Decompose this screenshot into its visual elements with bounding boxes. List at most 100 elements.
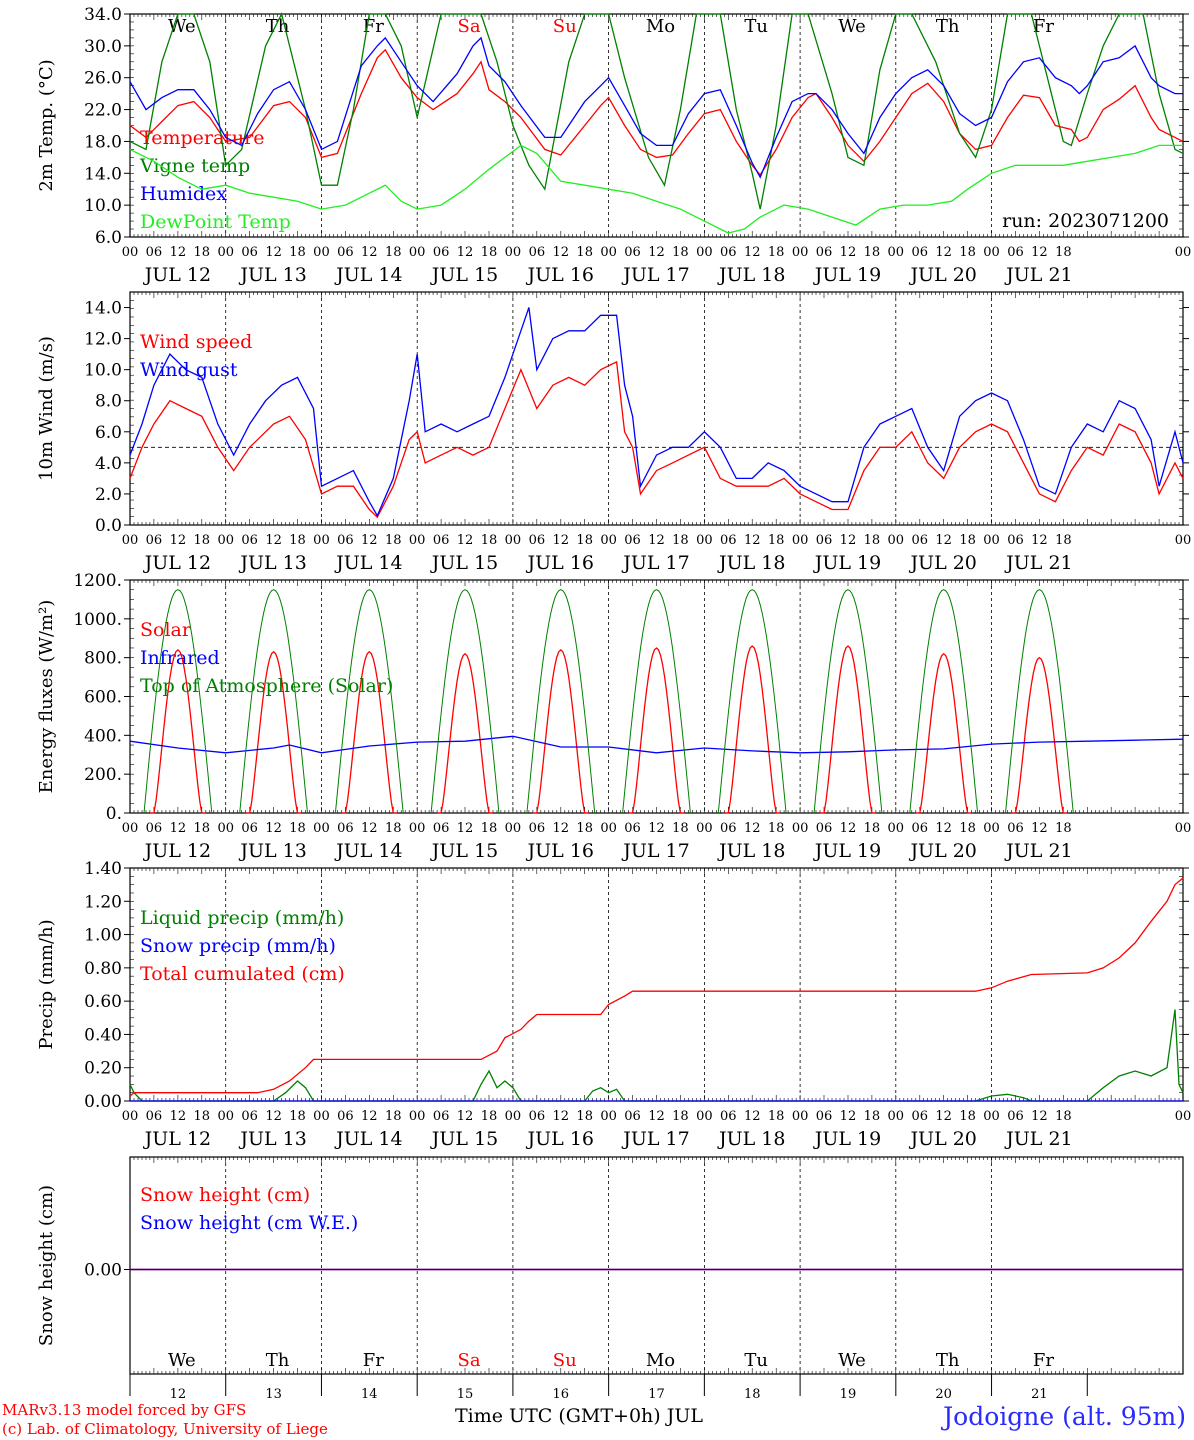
date-label: JUL 13 (238, 552, 306, 574)
date-label: JUL 17 (621, 264, 689, 286)
weekday-label: Fr (363, 1350, 384, 1371)
hour-label: 18 (576, 1109, 593, 1124)
hour-label: 06 (433, 245, 450, 260)
day-number-label: 16 (552, 1387, 569, 1402)
day-number-label: 13 (265, 1387, 282, 1402)
credit-line-1: MARv3.13 model forced by GFS (2, 1401, 247, 1419)
hour-label: 18 (194, 821, 211, 836)
plot-frame (129, 13, 1184, 238)
weekday-label: Sa (458, 16, 481, 37)
hour-label: 18 (672, 245, 689, 260)
y-tick-label: 18.0 (84, 132, 122, 152)
weekday-label: We (168, 16, 196, 37)
weekday-label: We (838, 16, 866, 37)
hour-label: 00 (217, 821, 234, 836)
hour-label: 18 (768, 1109, 785, 1124)
hour-label: 06 (624, 1109, 641, 1124)
hour-label: 18 (481, 1109, 498, 1124)
series-infrared (129, 735, 1184, 754)
series-humidex (129, 36, 1183, 179)
hour-label: 00 (409, 533, 426, 548)
y-tick-label: 8.0 (95, 392, 122, 412)
hour-label: 00 (696, 245, 713, 260)
hour-label: 00 (696, 821, 713, 836)
hour-label: 00 (983, 1109, 1000, 1124)
hour-label: 18 (864, 245, 881, 260)
hour-label: 00 (600, 821, 617, 836)
hour-label: 00 (409, 1109, 426, 1124)
hour-label: 06 (1007, 533, 1024, 548)
y-tick-label: 4.0 (95, 454, 122, 474)
hour-label: 12 (648, 821, 665, 836)
hour-label: 12 (1031, 821, 1048, 836)
y-tick-label: 1200. (73, 571, 122, 591)
hour-label: 12 (265, 245, 282, 260)
hour-label: 18 (672, 821, 689, 836)
series-solar (437, 652, 493, 814)
hour-label: 18 (672, 1109, 689, 1124)
series-solar (532, 649, 589, 814)
hour-label: 06 (624, 821, 641, 836)
hour-label: 12 (265, 1109, 282, 1124)
date-label: JUL 19 (813, 552, 881, 574)
hour-label: 00 (313, 533, 330, 548)
plot-frame (129, 291, 1184, 526)
run-label: run: 2023071200 (1002, 210, 1169, 232)
date-label: JUL 14 (334, 552, 402, 574)
legend-top-of-atmosphere-solar: Top of Atmosphere (Solar) (140, 675, 393, 697)
station-name: Jodoigne (alt. 95m) (943, 1402, 1186, 1431)
hour-label: 12 (552, 1109, 569, 1124)
y-tick-label: 800. (84, 649, 122, 669)
series-temperature (129, 48, 1184, 177)
panel-3: 0. 200. 400. 600. 800. 1000. 1200. Energy fluxe… (36, 571, 1191, 862)
series-solar (245, 650, 302, 814)
hour-label: 12 (840, 1109, 857, 1124)
legend-snow-height-cm: Snow height (cm) (140, 1184, 310, 1206)
hour-label: 00 (313, 1109, 330, 1124)
hour-label: 00 (409, 821, 426, 836)
hour-label: 12 (552, 821, 569, 836)
series-top-of-atmosphere-solar (622, 589, 691, 814)
date-label: JUL 21 (1004, 264, 1072, 286)
hour-label: 06 (720, 821, 737, 836)
weekday-label: Mo (646, 16, 675, 37)
hour-label: 06 (529, 1109, 546, 1124)
series-top-of-atmosphere-solar (813, 589, 883, 814)
series-vigne-temp (129, 12, 1184, 210)
weekday-label: Mo (646, 1350, 675, 1371)
hour-label: 06 (624, 533, 641, 548)
panel-1: 6.0 10.0 14.0 18.0 22.0 26.0 30.0 34.0 2m Temp. … (36, 5, 1191, 286)
date-label: JUL 13 (238, 264, 306, 286)
hour-label: 06 (241, 821, 258, 836)
legend-wind-speed: Wind speed (140, 331, 252, 353)
hour-label: 00 (983, 533, 1000, 548)
date-label: JUL 14 (334, 264, 402, 286)
hour-label: 00 (600, 533, 617, 548)
day-number-label: 14 (361, 1387, 378, 1402)
hour-label: 12 (840, 245, 857, 260)
hour-label: 06 (337, 1109, 354, 1124)
legend-snow-height-cm-w-e: Snow height (cm W.E.) (140, 1212, 358, 1234)
series-top-of-atmosphere-solar (1005, 589, 1074, 814)
date-label: JUL 19 (813, 1128, 881, 1150)
hour-label: 12 (170, 245, 187, 260)
y-tick-label: 0. (106, 804, 122, 824)
hour-label: 18 (768, 821, 785, 836)
hour-label: 06 (529, 821, 546, 836)
hour-label: 06 (816, 533, 833, 548)
hour-label: 12 (935, 245, 952, 260)
hour-label: 18 (768, 533, 785, 548)
hour-label: 18 (576, 533, 593, 548)
hour-label: 00 (888, 821, 905, 836)
hour-label: 00 (505, 821, 522, 836)
weekday-label: Tu (744, 16, 768, 37)
y-tick-label: 0.00 (84, 1261, 122, 1281)
hour-label: 00 (217, 533, 234, 548)
hour-label: 18 (959, 1109, 976, 1124)
hour-label: 12 (744, 245, 761, 260)
date-label: JUL 16 (526, 552, 594, 574)
hour-label: 00 (888, 1109, 905, 1124)
hour-label: 06 (1007, 1109, 1024, 1124)
series-top-of-atmosphere-solar (717, 589, 787, 814)
